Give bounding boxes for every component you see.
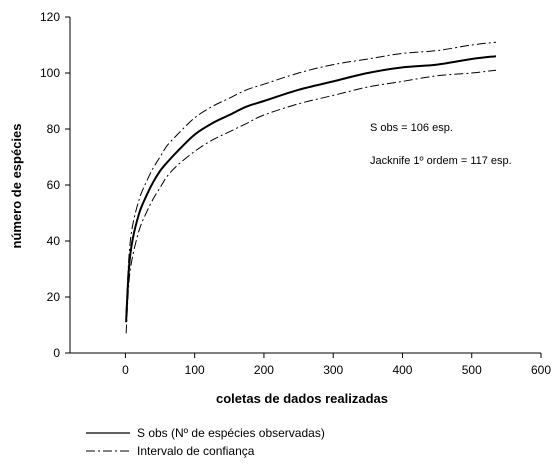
- x-tick-label: 400: [392, 363, 412, 377]
- y-tick-label: 60: [47, 178, 61, 192]
- y-tick-label: 0: [53, 346, 60, 360]
- legend-label-interval: Intervalo de confiança: [137, 444, 255, 458]
- axes: 0 20 40 60 80 100 120 0 100 200 300 400 500 600: [40, 10, 551, 377]
- series-line-main: [125, 55, 497, 323]
- plot-area: [125, 41, 497, 334]
- y-tick-label: 120: [40, 10, 60, 24]
- x-tick-label: 0: [122, 363, 129, 377]
- y-tick-label: 20: [47, 290, 61, 304]
- series-line-lower: [125, 69, 497, 334]
- x-tick-label: 100: [185, 363, 205, 377]
- y-axis-title: número de espécies: [9, 124, 24, 249]
- x-tick-label: 300: [323, 363, 343, 377]
- legend: S obs (Nº de espécies observadas) Interv…: [86, 426, 325, 458]
- x-tick-label: 600: [531, 363, 551, 377]
- y-tick-label: 40: [47, 234, 61, 248]
- annotation-jackknife: Jacknife 1º ordem = 117 esp.: [370, 155, 512, 167]
- y-tick-label: 100: [40, 66, 60, 80]
- annotation-sobs: S obs = 106 esp.: [370, 122, 453, 134]
- x-tick-label: 500: [462, 363, 482, 377]
- x-axis-title: coletas de dados realizadas: [216, 391, 388, 406]
- y-tick-label: 80: [47, 122, 61, 136]
- legend-label-sobs: S obs (Nº de espécies observadas): [137, 426, 325, 440]
- series-line-upper: [125, 41, 497, 314]
- x-tick-label: 200: [254, 363, 274, 377]
